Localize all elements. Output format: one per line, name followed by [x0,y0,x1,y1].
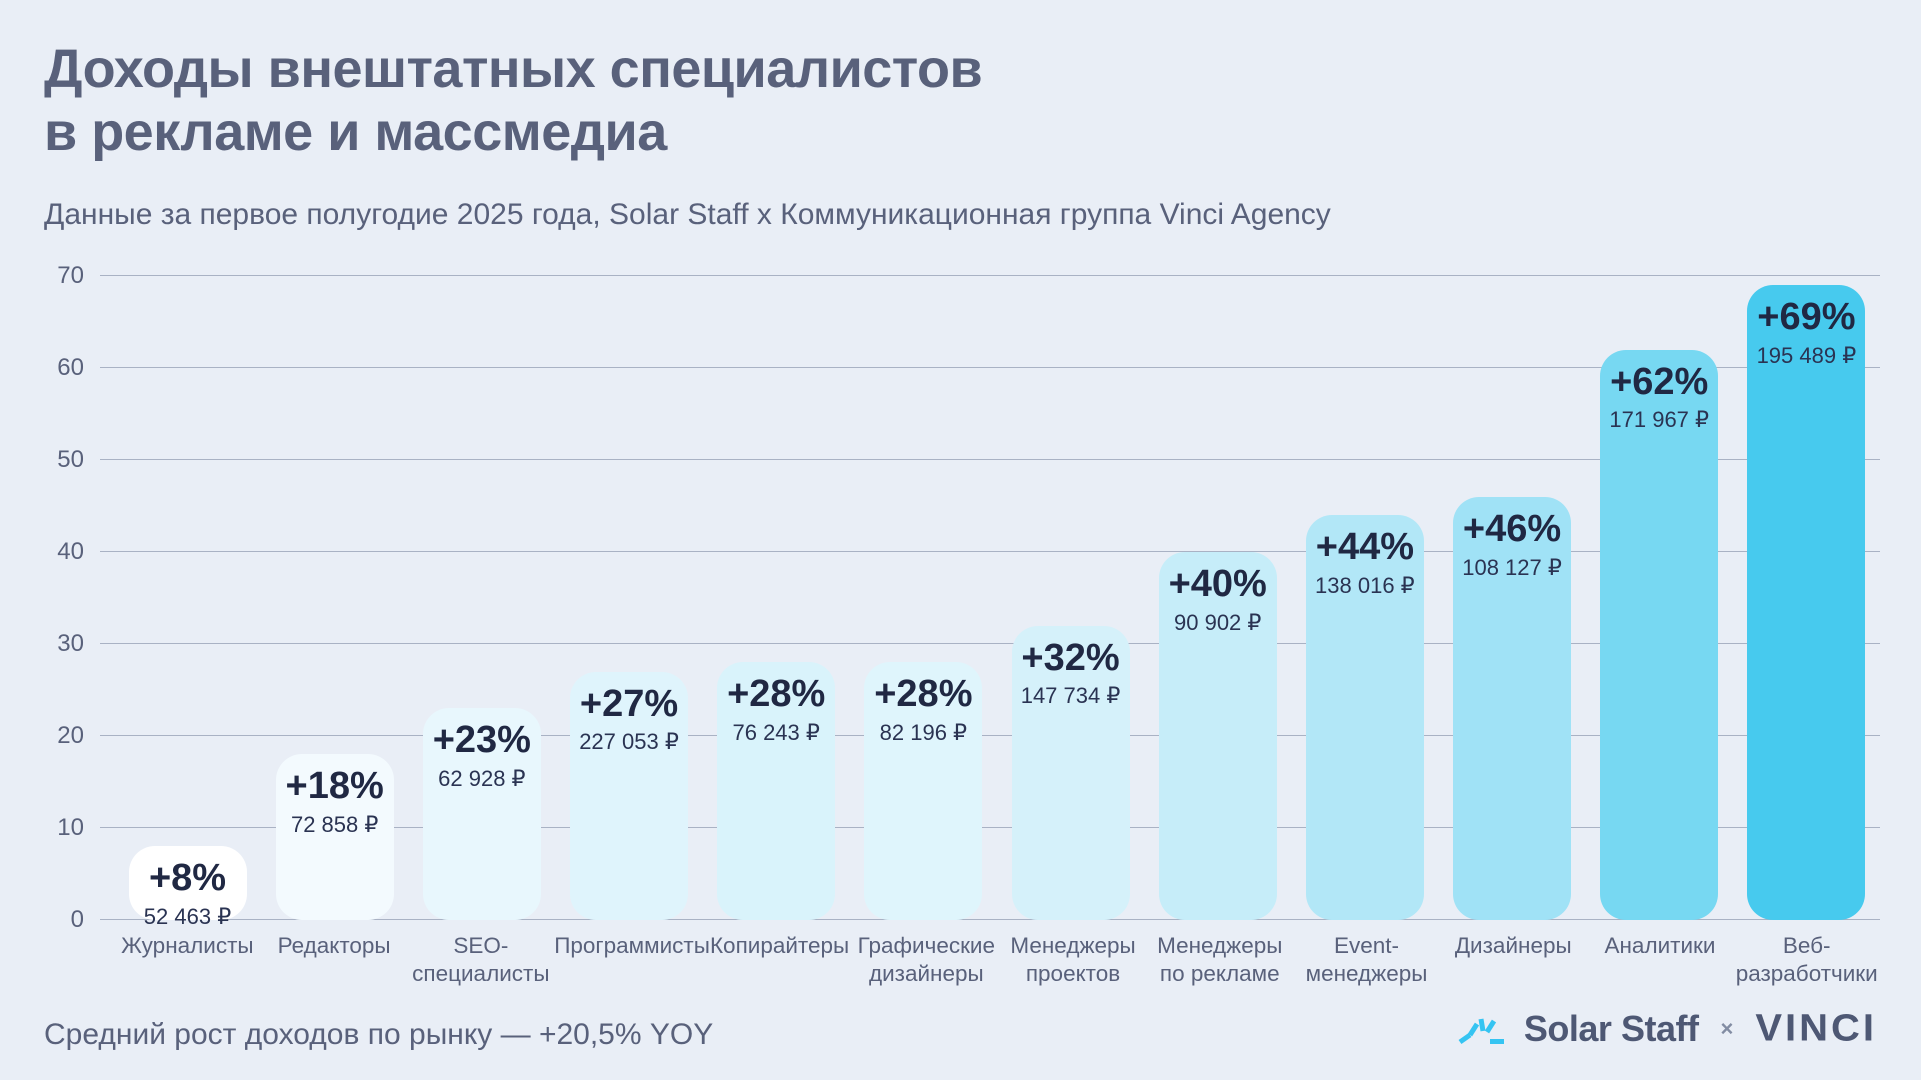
gridline-30 [100,643,1880,644]
bar: +40% 90 902 ₽ [1158,552,1277,920]
x-axis-label: Дизайнеры [1454,933,1572,958]
bar-slot: +62% 171 967 ₽ [1586,276,1733,920]
bar-slot: +32% 147 734 ₽ [997,276,1144,920]
bar: +62% 171 967 ₽ [1600,349,1719,920]
bar-chart: 0 10 20 30 40 50 60 70 +8% 52 463 ₽ +18% 72 858 ₽ +… [44,262,1880,933]
bar-income-label: 52 463 ₽ [143,904,232,930]
y-tick-label-60: 60 [57,354,84,381]
gridline-50 [100,459,1880,460]
bar: +46% 108 127 ₽ [1453,496,1572,920]
bar-income-label: 72 858 ₽ [290,812,379,838]
bar: +23% 62 928 ₽ [422,708,541,920]
bars-layer: +8% 52 463 ₽ +18% 72 858 ₽ +23% 62 928 ₽ +27% 2… [114,276,1880,929]
bar-slot: +27% 227 053 ₽ [556,276,703,920]
x-axis-label: Редакторы [277,933,391,958]
bar-slot: +28% 76 243 ₽ [703,276,850,920]
bar-percent-label: +44% [1315,526,1414,569]
gridline-70 [100,275,1880,276]
bar-slot: +46% 108 127 ₽ [1439,276,1586,920]
bar-income-label: 62 928 ₽ [438,766,526,792]
bar-percent-label: +28% [727,673,826,716]
y-tick-label-20: 20 [57,722,84,749]
y-tick-label-10: 10 [57,814,84,841]
page-title: Доходы внештатных специалистов в рекламе… [44,38,983,163]
vinci-logo: VINCI [1755,1006,1877,1050]
bar-income-label: 227 053 ₽ [579,729,679,755]
bar: +44% 138 016 ₽ [1305,515,1424,920]
x-axis-label: Журналисты [121,933,254,958]
bar: +27% 227 053 ₽ [570,671,689,920]
bar-slot: +18% 72 858 ₽ [261,276,408,920]
bar-percent-label: +23% [432,719,531,762]
logo-separator: × [1720,1015,1734,1041]
x-axis-label: Графические дизайнеры [857,933,996,987]
x-axis-label: Веб-разработчики [1735,933,1878,987]
page-title-line1: Доходы внештатных специалистов [44,39,983,99]
bar-slot: +28% 82 196 ₽ [850,276,997,920]
bar-percent-label: +18% [285,765,384,808]
bar-slot: +23% 62 928 ₽ [408,276,555,920]
y-tick-label-70: 70 [57,262,84,289]
page-title-line2: в рекламе и массмедиа [44,101,667,162]
bar-percent-label: +69% [1757,296,1856,339]
bar-income-label: 76 243 ₽ [732,720,820,746]
x-axis-label: Менеджеры проектов [1010,933,1136,987]
x-axis-label: Менеджеры по рекламе [1157,933,1283,987]
y-tick-label-50: 50 [57,446,84,473]
page-subtitle: Данные за первое полугодие 2025 года, So… [44,198,1331,231]
bar-percent-label: +8% [148,857,227,900]
bar: +8% 52 463 ₽ [128,846,247,929]
gridline-20 [100,735,1880,736]
bar-income-label: 90 902 ₽ [1174,609,1262,635]
solar-staff-logo-icon [1456,1009,1508,1049]
bar: +28% 82 196 ₽ [864,662,983,920]
bar-percent-label: +28% [874,673,973,716]
bar-slot: +44% 138 016 ₽ [1291,276,1438,920]
x-axis-label: Копирайтеры [709,933,850,958]
footer-note: Средний рост доходов по рынку — +20,5% Y… [44,1018,714,1051]
bar: +28% 76 243 ₽ [717,662,836,920]
bar-percent-label: +40% [1168,563,1267,605]
bar: +69% 195 489 ₽ [1747,285,1866,920]
solar-staff-wordmark: Solar Staff [1523,1007,1699,1049]
y-tick-label-0: 0 [70,906,84,933]
x-axis-label: Event-менеджеры [1305,933,1428,987]
gridline-0 [100,919,1880,920]
bar-income-label: 108 127 ₽ [1462,554,1562,580]
x-axis-label: SEO-специалисты [412,933,550,987]
bar-income-label: 171 967 ₽ [1609,407,1710,433]
bar-percent-label: +46% [1462,507,1562,550]
bar-slot: +69% 195 489 ₽ [1733,276,1880,920]
y-tick-label-30: 30 [57,630,84,657]
gridline-40 [100,551,1880,552]
bar-percent-label: +32% [1021,636,1120,679]
bar-percent-label: +62% [1610,360,1709,403]
bar-slot: +8% 52 463 ₽ [114,276,261,929]
bar-percent-label: +27% [579,682,679,725]
bar: +32% 147 734 ₽ [1011,625,1130,920]
gridline-60 [100,367,1880,368]
bar-income-label: 82 196 ₽ [879,720,968,746]
x-axis-labels: Журналисты Редакторы SEO-специалисты Програ… [114,932,1880,988]
footer-logos: Solar Staff × VINCI [1456,1006,1877,1051]
bar-income-label: 195 489 ₽ [1756,343,1857,368]
bar-slot: +40% 90 902 ₽ [1144,276,1291,920]
bar-income-label: 147 734 ₽ [1020,683,1121,709]
bar-income-label: 138 016 ₽ [1315,573,1415,598]
bar: +18% 72 858 ₽ [275,754,394,920]
gridline-10 [100,827,1880,828]
x-axis-label: Программисты [554,933,710,958]
y-tick-label-40: 40 [57,538,84,565]
x-axis-label: Аналитики [1604,933,1716,958]
